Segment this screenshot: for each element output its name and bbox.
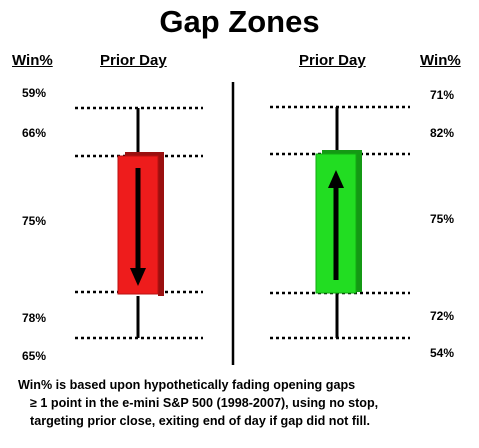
left-bearish-candle bbox=[117, 108, 164, 338]
up-arrow-icon bbox=[328, 170, 344, 188]
left-win-pct-3: 75% bbox=[22, 214, 47, 228]
left-win-pct-5: 65% bbox=[22, 349, 47, 363]
page-title: Gap Zones bbox=[159, 4, 320, 39]
left-win-header: Win% bbox=[12, 52, 53, 69]
right-win-pct-4: 72% bbox=[430, 309, 455, 323]
right-win-pct-2: 82% bbox=[430, 126, 455, 140]
caption: Win% is based upon hypothetically fading… bbox=[18, 376, 478, 430]
down-arrow-icon bbox=[130, 268, 146, 286]
right-win-pct-5: 54% bbox=[430, 346, 455, 360]
right-win-header: Win% bbox=[420, 52, 461, 69]
right-zone-lines bbox=[270, 105, 410, 340]
right-win-pct-1: 71% bbox=[430, 88, 455, 102]
right-win-pct-3: 75% bbox=[430, 212, 455, 226]
left-win-pct-2: 66% bbox=[22, 126, 47, 140]
right-prior-day-header: Prior Day bbox=[299, 52, 366, 69]
caption-line-2: ≥ 1 point in the e-mini S&P 500 (1998-20… bbox=[30, 396, 379, 410]
left-win-pct-4: 78% bbox=[22, 311, 47, 325]
left-prior-day-header: Prior Day bbox=[100, 52, 167, 69]
right-bullish-candle bbox=[315, 107, 362, 338]
caption-line-1: Win% is based upon hypothetically fading… bbox=[18, 378, 356, 392]
caption-line-3: targeting prior close, exiting end of da… bbox=[30, 414, 371, 428]
right-candle-shadow bbox=[322, 150, 362, 292]
left-win-pct-1: 59% bbox=[22, 86, 47, 100]
left-candle-shadow bbox=[125, 152, 164, 296]
